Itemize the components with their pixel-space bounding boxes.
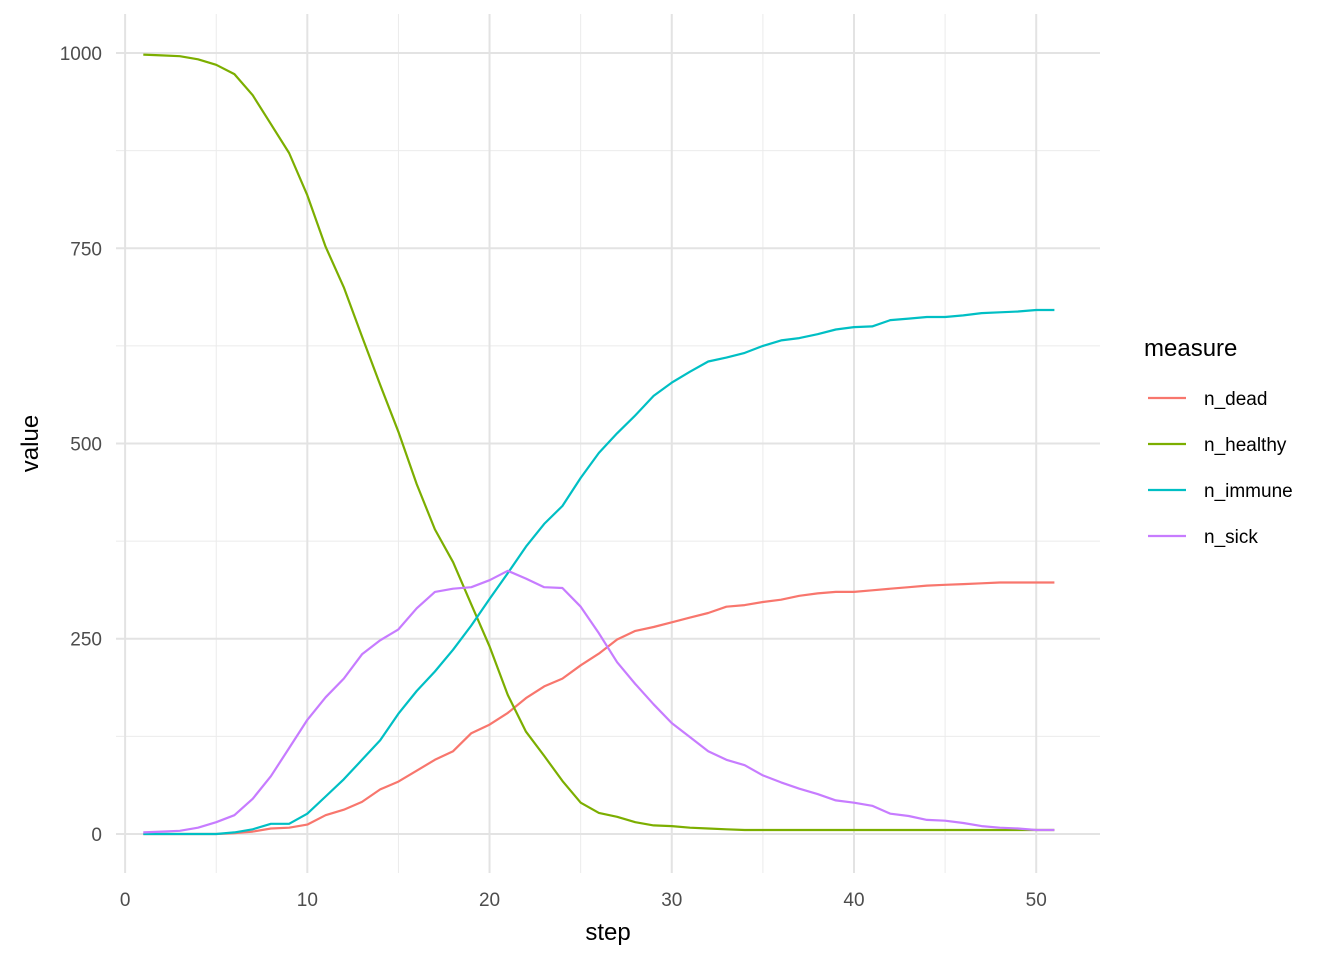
y-axis-tick-labels: 0 250 500 750 1000: [60, 44, 102, 846]
x-axis-tick-labels: 0 10 20 30 40 50: [120, 890, 1047, 911]
x-tick-label: 10: [297, 890, 318, 911]
y-tick-label: 1000: [60, 44, 102, 65]
x-tick-label: 40: [843, 890, 864, 911]
legend: measure n_dead n_healthy n_immune n_sick: [1144, 335, 1293, 548]
y-tick-label: 500: [70, 435, 102, 456]
legend-label-n_healthy: n_healthy: [1204, 435, 1287, 456]
series-lines: [143, 53, 1055, 836]
legend-title: measure: [1144, 335, 1237, 362]
x-tick-label: 20: [479, 890, 500, 911]
series-line-n_healthy: [143, 53, 1055, 832]
y-tick-label: 750: [70, 239, 102, 260]
legend-label-n_dead: n_dead: [1204, 389, 1267, 410]
x-tick-label: 0: [120, 890, 131, 911]
x-axis-title: step: [585, 919, 630, 946]
legend-label-n_immune: n_immune: [1204, 481, 1293, 502]
series-line-n_sick: [143, 569, 1055, 834]
series-line-n_dead: [143, 581, 1055, 836]
y-axis-title: value: [17, 415, 44, 472]
x-tick-label: 50: [1026, 890, 1047, 911]
x-tick-label: 30: [661, 890, 682, 911]
legend-label-n_sick: n_sick: [1204, 527, 1258, 548]
y-tick-label: 0: [91, 825, 102, 846]
series-line-n_immune: [143, 308, 1055, 836]
y-tick-label: 250: [70, 630, 102, 651]
